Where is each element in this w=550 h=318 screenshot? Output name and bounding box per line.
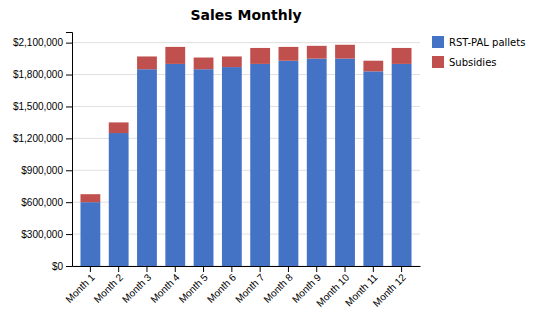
y-tick-line bbox=[66, 75, 72, 76]
y-tick-label: $0 bbox=[52, 261, 64, 272]
bar bbox=[363, 71, 383, 266]
y-tick-line bbox=[66, 170, 72, 171]
bar bbox=[80, 194, 100, 202]
y-tick: $0 bbox=[52, 261, 72, 272]
y-tick: $900,000 bbox=[21, 165, 72, 176]
y-axis: $0 $300,000 $600,000 $900,000 $1,200,000 $1,5… bbox=[13, 33, 73, 272]
x-tick-label: Month 2 bbox=[92, 271, 126, 305]
x-tick-label: Month 4 bbox=[148, 271, 182, 305]
grid-line bbox=[72, 42, 420, 43]
legend: RST-PAL pallets Subsidies bbox=[432, 36, 525, 68]
y-tick-line bbox=[66, 234, 72, 235]
x-tick-line bbox=[288, 266, 289, 272]
bar bbox=[137, 56, 157, 69]
bar bbox=[80, 202, 100, 266]
y-tick-label: $1,200,000 bbox=[13, 133, 63, 144]
bar bbox=[335, 59, 355, 266]
y-tick: $600,000 bbox=[21, 197, 72, 208]
legend-label: Subsidies bbox=[449, 57, 497, 68]
y-tick-label: $1,800,000 bbox=[13, 69, 63, 80]
x-tick-line bbox=[175, 266, 176, 272]
x-tick-line bbox=[373, 266, 374, 272]
y-tick-line bbox=[66, 43, 72, 44]
x-tick: Month 1 bbox=[63, 266, 97, 305]
x-tick-label: Month 3 bbox=[120, 271, 154, 305]
x-tick-line bbox=[146, 266, 147, 272]
legend-label: RST-PAL pallets bbox=[449, 37, 525, 48]
bar bbox=[165, 47, 185, 64]
x-tick: Month 7 bbox=[233, 266, 267, 305]
legend-swatch bbox=[432, 36, 444, 48]
x-tick-line bbox=[90, 266, 91, 272]
y-tick: $1,800,000 bbox=[13, 69, 72, 80]
y-tick: $1,500,000 bbox=[13, 101, 72, 112]
x-tick-label: Month 1 bbox=[63, 271, 97, 305]
x-tick-label: Month 5 bbox=[177, 271, 211, 305]
y-tick-label: $900,000 bbox=[21, 165, 63, 176]
x-tick-label: Month 7 bbox=[233, 271, 267, 305]
bar bbox=[165, 64, 185, 266]
y-axis-line bbox=[66, 33, 73, 267]
y-tick-line bbox=[66, 202, 72, 203]
bar bbox=[137, 69, 157, 266]
x-axis: Month 1Month 2Month 3Month 4Month 5Month… bbox=[63, 266, 420, 309]
bar bbox=[250, 64, 270, 266]
bar bbox=[222, 56, 242, 67]
y-tick: $1,200,000 bbox=[13, 133, 72, 144]
chart-svg: Month 1Month 2Month 3Month 4Month 5Month… bbox=[0, 0, 550, 318]
x-tick-line bbox=[231, 266, 232, 272]
y-tick-line bbox=[66, 106, 72, 107]
bar bbox=[307, 59, 327, 266]
x-tick-label: Month 8 bbox=[261, 271, 295, 305]
y-tick-line bbox=[66, 138, 72, 139]
x-tick-label: Month 12 bbox=[371, 271, 409, 309]
x-tick: Month 8 bbox=[261, 266, 295, 305]
legend-item: Subsidies bbox=[432, 56, 497, 68]
x-tick-line bbox=[203, 266, 204, 272]
bars bbox=[80, 45, 411, 266]
x-tick: Month 5 bbox=[177, 266, 211, 305]
bar bbox=[335, 45, 355, 59]
y-tick-label: $600,000 bbox=[21, 197, 63, 208]
legend-swatch bbox=[432, 56, 444, 68]
x-tick-label: Month 6 bbox=[205, 271, 239, 305]
y-tick-line bbox=[66, 266, 72, 267]
y-tick-label: $2,100,000 bbox=[13, 37, 63, 48]
legend-item: RST-PAL pallets bbox=[432, 36, 525, 48]
x-tick: Month 3 bbox=[120, 266, 154, 305]
y-tick: $300,000 bbox=[21, 229, 72, 240]
bar-series bbox=[80, 45, 411, 202]
x-tick: Month 2 bbox=[92, 266, 126, 305]
x-tick: Month 6 bbox=[205, 266, 239, 305]
x-tick-line bbox=[260, 266, 261, 272]
bar bbox=[279, 47, 299, 61]
bar bbox=[363, 61, 383, 72]
bar bbox=[109, 133, 129, 266]
bar bbox=[392, 48, 412, 64]
bar bbox=[109, 122, 129, 133]
x-tick-line bbox=[401, 266, 402, 272]
title: Sales Monthly bbox=[190, 7, 301, 23]
bar bbox=[392, 64, 412, 266]
bar bbox=[222, 67, 242, 266]
bar-series bbox=[80, 59, 411, 266]
y-tick-label: $300,000 bbox=[21, 229, 63, 240]
x-tick: Month 4 bbox=[148, 266, 182, 305]
y-tick-label: $1,500,000 bbox=[13, 101, 63, 112]
x-axis-line bbox=[73, 266, 421, 267]
bar bbox=[279, 61, 299, 266]
plot: Month 1Month 2Month 3Month 4Month 5Month… bbox=[13, 33, 421, 309]
x-tick: Month 12 bbox=[371, 266, 409, 309]
bar bbox=[194, 58, 214, 70]
bar bbox=[307, 46, 327, 59]
chart-container: Month 1Month 2Month 3Month 4Month 5Month… bbox=[0, 0, 550, 318]
y-tick: $2,100,000 bbox=[13, 37, 72, 48]
x-tick-line bbox=[345, 266, 346, 272]
bar bbox=[194, 69, 214, 266]
grid bbox=[72, 43, 420, 266]
x-tick-line bbox=[118, 266, 119, 272]
bar bbox=[250, 48, 270, 64]
x-tick-line bbox=[316, 266, 317, 272]
